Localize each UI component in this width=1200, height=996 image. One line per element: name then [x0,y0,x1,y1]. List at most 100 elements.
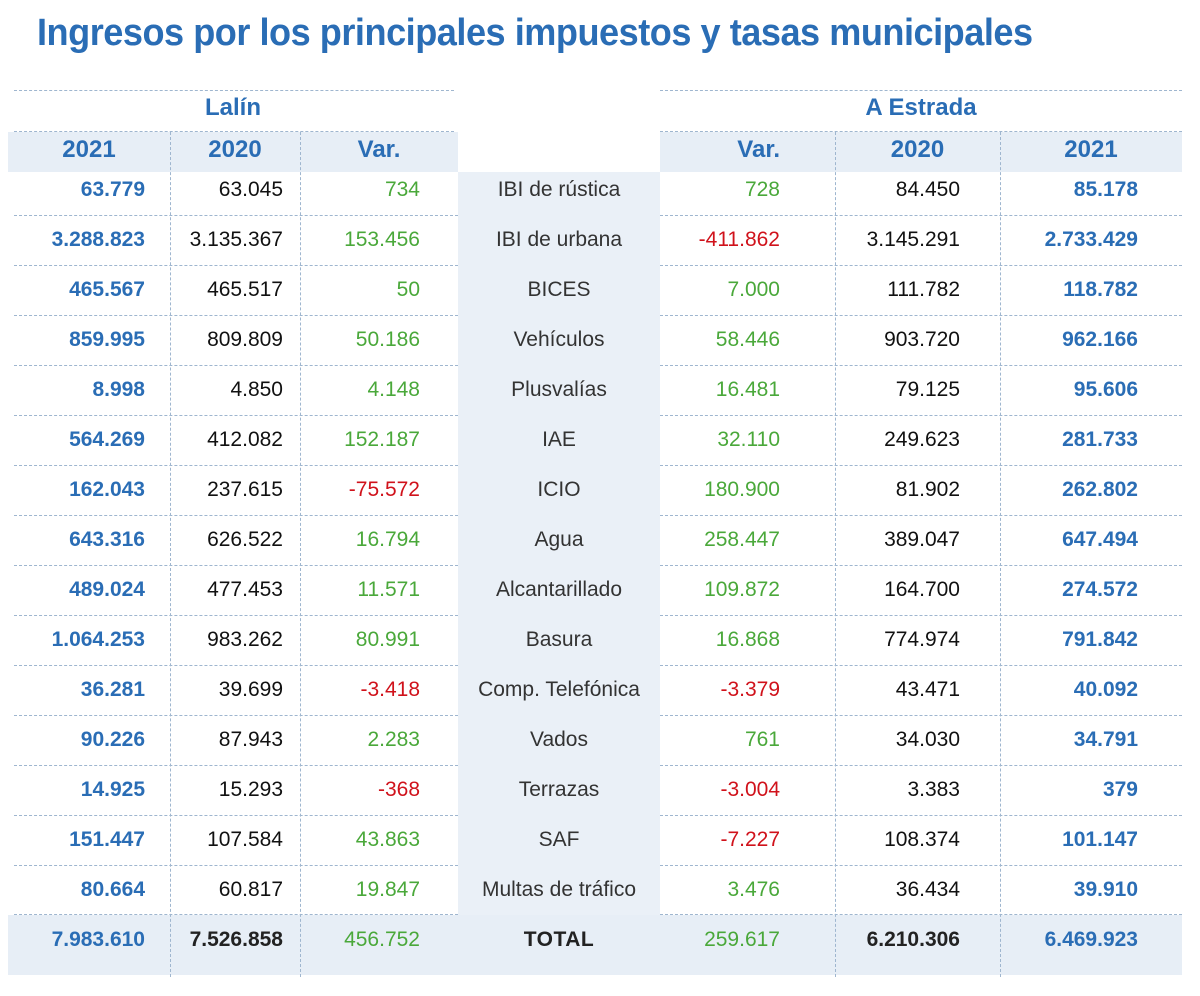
cell-estrada-var: -7.227 [720,828,780,851]
cell-estrada-var: 258.447 [704,528,780,551]
row-divider [660,815,1182,816]
row-divider [660,865,1182,866]
row-divider [14,665,458,666]
cell-estrada-2021: 791.842 [1062,628,1138,651]
row-divider [14,215,458,216]
cell-lalin-2021: 3.288.823 [51,228,145,251]
cell-estrada-2020: 774.974 [884,628,960,651]
row-divider [14,365,458,366]
cell-concept: Comp. Telefónica [478,678,640,701]
cell-lalin-var: 2.283 [367,728,420,751]
row-divider [660,665,1182,666]
cell-lalin-2020: 4.850 [230,378,283,401]
col-header-lalin-2021: 2021 [62,136,116,163]
cell-estrada-2020: 903.720 [884,328,960,351]
cell-estrada-var: 761 [744,728,780,751]
total-lalin-2020: 7.526.858 [189,928,283,951]
cell-estrada-var: 3.476 [727,878,780,901]
row-divider [660,465,1182,466]
cell-concept: Vehículos [513,328,605,351]
cell-lalin-var: -368 [377,778,420,801]
row-divider [660,315,1182,316]
cell-concept: Vados [530,728,588,751]
cell-lalin-var: 19.847 [355,878,420,901]
row-divider [660,565,1182,566]
row-divider [660,914,1182,915]
cell-estrada-2021: 85.178 [1073,178,1138,201]
cell-lalin-var: -3.418 [360,678,420,701]
cell-lalin-2021: 1.064.253 [51,628,145,651]
cell-lalin-2020: 809.809 [207,328,283,351]
cell-lalin-2021: 162.043 [69,478,145,501]
col-header-estrada-var: Var. [737,136,780,163]
cell-estrada-var: -411.862 [698,228,780,251]
cell-lalin-var: 80.991 [355,628,420,651]
cell-lalin-2021: 489.024 [69,578,145,601]
cell-estrada-var: 7.000 [727,278,780,301]
cell-concept: Agua [534,528,584,551]
concept-column-band [458,172,660,915]
cell-estrada-2021: 281.733 [1062,428,1138,451]
cell-concept: IAE [542,428,576,451]
cell-estrada-2021: 2.733.429 [1044,228,1138,251]
cell-concept: Terrazas [518,778,600,801]
cell-lalin-2021: 859.995 [69,328,145,351]
col-header-lalin-var: Var. [357,136,401,163]
row-divider [660,765,1182,766]
column-divider [1000,132,1001,977]
cell-lalin-var: 152.187 [344,428,420,451]
col-header-lalin-2020: 2020 [208,136,262,163]
cell-lalin-2020: 477.453 [207,578,283,601]
cell-lalin-2021: 36.281 [80,678,145,701]
cell-lalin-2020: 63.045 [218,178,283,201]
cell-lalin-2020: 3.135.367 [189,228,283,251]
row-divider [14,914,458,915]
cell-lalin-var: 50 [396,278,420,301]
cell-estrada-2020: 36.434 [895,878,960,901]
total-lalin-var: 456.752 [344,928,420,951]
cell-estrada-2021: 118.782 [1063,278,1138,301]
row-divider [660,265,1182,266]
total-estrada-2021: 6.469.923 [1044,928,1138,951]
cell-estrada-var: -3.379 [720,678,780,701]
row-divider [14,415,458,416]
row-divider [14,265,458,266]
cell-lalin-var: -75.572 [348,478,420,501]
row-divider [14,515,458,516]
cell-estrada-2021: 647.494 [1062,528,1138,551]
cell-lalin-var: 734 [384,178,420,201]
total-lalin-2021: 7.983.610 [51,928,145,951]
cell-lalin-2021: 643.316 [69,528,145,551]
cell-lalin-2020: 107.584 [207,828,283,851]
cell-estrada-2021: 274.572 [1062,578,1138,601]
row-divider [660,615,1182,616]
cell-lalin-2021: 14.925 [80,778,145,801]
col-header-estrada-2020: 2020 [890,136,945,163]
cell-lalin-2020: 465.517 [207,278,283,301]
row-divider [660,215,1182,216]
row-divider [14,765,458,766]
cell-lalin-var: 50.186 [355,328,420,351]
cell-lalin-var: 16.794 [355,528,420,551]
cell-lalin-2020: 626.522 [207,528,283,551]
cell-estrada-2020: 3.145.291 [866,228,960,251]
cell-lalin-2021: 564.269 [69,428,145,451]
cell-lalin-2020: 87.943 [218,728,283,751]
cell-concept: SAF [538,828,580,851]
cell-lalin-2020: 412.082 [207,428,283,451]
column-divider [300,132,301,977]
cell-concept: Plusvalías [511,378,607,401]
cell-concept: BICES [527,278,591,301]
cell-estrada-2020: 108.374 [884,828,960,851]
cell-lalin-2020: 60.817 [218,878,283,901]
cell-estrada-var: -3.004 [720,778,780,801]
column-divider [170,132,171,977]
group-lalin: Lalín [204,94,261,121]
total-row-band [8,915,1182,975]
cell-lalin-2020: 983.262 [207,628,283,651]
cell-estrada-2021: 39.910 [1073,878,1138,901]
cell-lalin-2021: 465.567 [69,278,145,301]
divider [660,90,1182,91]
cell-estrada-2020: 389.047 [884,528,960,551]
